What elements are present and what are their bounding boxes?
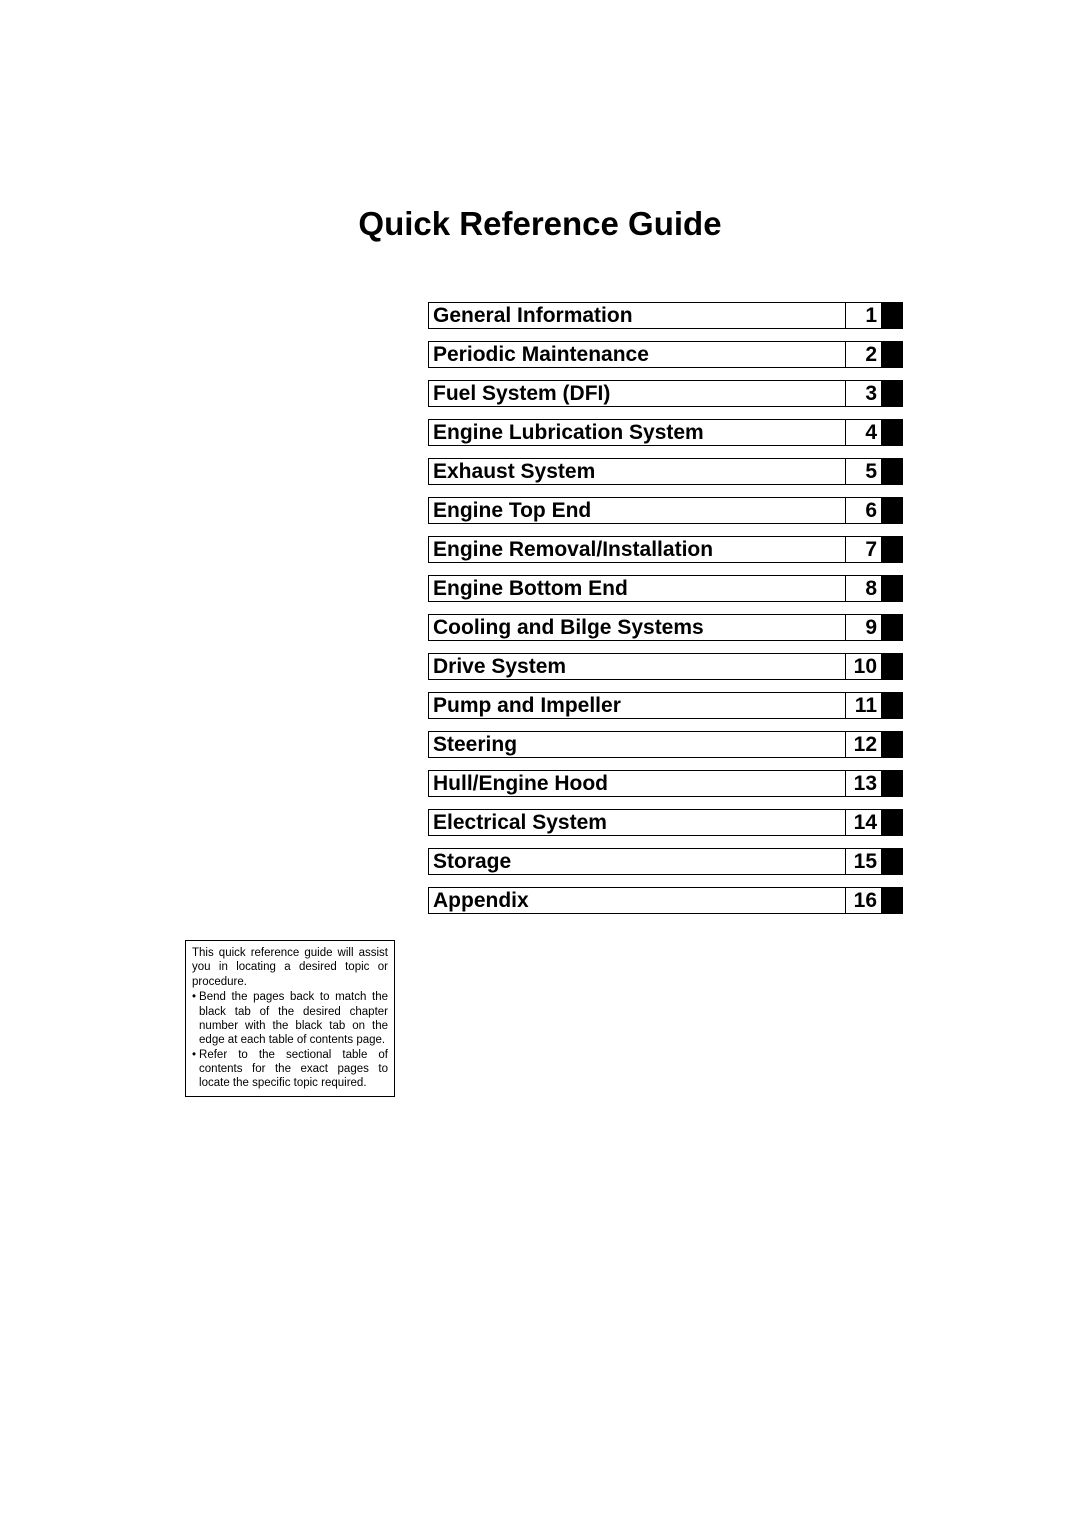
- toc-number: 3: [845, 380, 881, 407]
- toc-tab: [881, 419, 903, 446]
- toc-row: Pump and Impeller 11: [428, 692, 903, 719]
- toc-row: Engine Removal/Installation 7: [428, 536, 903, 563]
- toc-number: 6: [845, 497, 881, 524]
- note-bullet: • Bend the pages back to match the black…: [192, 990, 388, 1048]
- toc-number: 4: [845, 419, 881, 446]
- toc-list: General Information 1 Periodic Maintenan…: [428, 302, 903, 926]
- toc-row: Hull/Engine Hood 13: [428, 770, 903, 797]
- page-title: Quick Reference Guide: [0, 205, 1080, 243]
- toc-label: Steering: [428, 731, 845, 758]
- toc-number: 15: [845, 848, 881, 875]
- toc-label: Fuel System (DFI): [428, 380, 845, 407]
- bullet-text: Bend the pages back to match the black t…: [196, 990, 388, 1048]
- toc-tab: [881, 380, 903, 407]
- note-bullet: • Refer to the sectional table of conten…: [192, 1048, 388, 1091]
- toc-label: Appendix: [428, 887, 845, 914]
- toc-tab: [881, 614, 903, 641]
- toc-row: Exhaust System 5: [428, 458, 903, 485]
- toc-label: Engine Lubrication System: [428, 419, 845, 446]
- toc-label: General Information: [428, 302, 845, 329]
- toc-tab: [881, 575, 903, 602]
- toc-number: 16: [845, 887, 881, 914]
- toc-label: Electrical System: [428, 809, 845, 836]
- toc-label: Cooling and Bilge Systems: [428, 614, 845, 641]
- toc-row: Electrical System 14: [428, 809, 903, 836]
- toc-tab: [881, 848, 903, 875]
- toc-tab: [881, 302, 903, 329]
- toc-number: 8: [845, 575, 881, 602]
- toc-row: Cooling and Bilge Systems 9: [428, 614, 903, 641]
- toc-tab: [881, 458, 903, 485]
- toc-row: Drive System 10: [428, 653, 903, 680]
- toc-label: Hull/Engine Hood: [428, 770, 845, 797]
- toc-row: Engine Top End 6: [428, 497, 903, 524]
- toc-number: 5: [845, 458, 881, 485]
- toc-tab: [881, 536, 903, 563]
- toc-label: Engine Removal/Installation: [428, 536, 845, 563]
- toc-tab: [881, 887, 903, 914]
- toc-number: 7: [845, 536, 881, 563]
- toc-row: General Information 1: [428, 302, 903, 329]
- toc-label: Pump and Impeller: [428, 692, 845, 719]
- toc-number: 2: [845, 341, 881, 368]
- toc-label: Engine Top End: [428, 497, 845, 524]
- toc-tab: [881, 692, 903, 719]
- toc-row: Appendix 16: [428, 887, 903, 914]
- toc-label: Periodic Maintenance: [428, 341, 845, 368]
- toc-label: Engine Bottom End: [428, 575, 845, 602]
- toc-row: Storage 15: [428, 848, 903, 875]
- toc-number: 11: [845, 692, 881, 719]
- toc-tab: [881, 341, 903, 368]
- toc-row: Fuel System (DFI) 3: [428, 380, 903, 407]
- note-intro: This quick reference guide will assist y…: [192, 946, 388, 989]
- toc-tab: [881, 731, 903, 758]
- toc-tab: [881, 770, 903, 797]
- toc-row: Steering 12: [428, 731, 903, 758]
- toc-tab: [881, 497, 903, 524]
- toc-number: 14: [845, 809, 881, 836]
- toc-label: Storage: [428, 848, 845, 875]
- note-box: This quick reference guide will assist y…: [185, 940, 395, 1097]
- toc-tab: [881, 809, 903, 836]
- toc-number: 9: [845, 614, 881, 641]
- toc-label: Exhaust System: [428, 458, 845, 485]
- toc-number: 13: [845, 770, 881, 797]
- toc-tab: [881, 653, 903, 680]
- toc-number: 1: [845, 302, 881, 329]
- toc-row: Engine Lubrication System 4: [428, 419, 903, 446]
- toc-number: 12: [845, 731, 881, 758]
- bullet-text: Refer to the sectional table of contents…: [196, 1048, 388, 1091]
- toc-label: Drive System: [428, 653, 845, 680]
- toc-number: 10: [845, 653, 881, 680]
- toc-row: Engine Bottom End 8: [428, 575, 903, 602]
- toc-row: Periodic Maintenance 2: [428, 341, 903, 368]
